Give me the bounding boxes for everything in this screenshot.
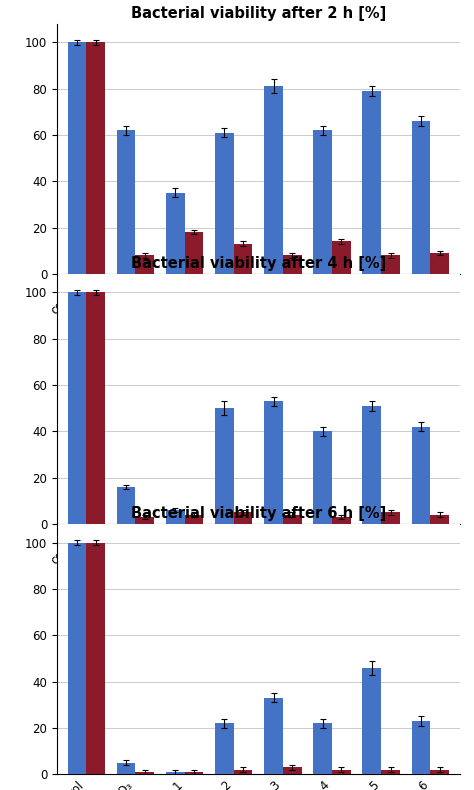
Bar xyxy=(381,255,400,274)
Bar xyxy=(86,42,105,274)
Bar xyxy=(234,513,253,524)
Bar xyxy=(215,408,234,524)
Bar xyxy=(136,772,154,774)
Bar xyxy=(411,721,430,774)
Bar xyxy=(215,723,234,774)
Bar xyxy=(166,772,185,774)
Legend: $\it{E.}$ $\it{coli}$: $\it{E.}$ $\it{coli}$ xyxy=(224,399,293,423)
Bar xyxy=(283,767,301,774)
Title: Bacterial viability after 2 h [%]: Bacterial viability after 2 h [%] xyxy=(131,6,386,21)
Bar xyxy=(430,769,449,774)
Bar xyxy=(234,244,253,274)
Bar xyxy=(283,515,301,524)
Bar xyxy=(166,193,185,274)
Bar xyxy=(264,401,283,524)
Bar xyxy=(117,487,136,524)
Bar xyxy=(264,86,283,274)
Bar xyxy=(136,517,154,524)
Bar xyxy=(313,723,332,774)
Title: Bacterial viability after 4 h [%]: Bacterial viability after 4 h [%] xyxy=(131,256,386,271)
Bar xyxy=(332,242,351,274)
Bar xyxy=(363,668,381,774)
Bar xyxy=(411,121,430,274)
Bar xyxy=(86,543,105,774)
Bar xyxy=(264,698,283,774)
Legend: $\it{E.}$ $\it{coli}$, $\it{S.}$ $\it{aureus}$: $\it{E.}$ $\it{coli}$, $\it{S.}$ $\it{au… xyxy=(179,649,338,673)
Bar xyxy=(215,133,234,274)
Bar xyxy=(332,517,351,524)
Bar xyxy=(430,515,449,524)
Bar xyxy=(136,255,154,274)
Bar xyxy=(166,510,185,524)
Title: Bacterial viability after 6 h [%]: Bacterial viability after 6 h [%] xyxy=(131,506,386,521)
Bar xyxy=(117,762,136,774)
Bar xyxy=(381,513,400,524)
Bar xyxy=(68,42,86,274)
Bar xyxy=(185,515,203,524)
Bar xyxy=(313,431,332,524)
Bar xyxy=(332,769,351,774)
Bar xyxy=(185,232,203,274)
Bar xyxy=(283,255,301,274)
Bar xyxy=(86,292,105,524)
Bar xyxy=(363,91,381,274)
Bar xyxy=(68,292,86,524)
Bar xyxy=(430,253,449,274)
Bar xyxy=(234,769,253,774)
Bar xyxy=(68,543,86,774)
Bar xyxy=(117,130,136,274)
Bar xyxy=(363,406,381,524)
Bar xyxy=(381,769,400,774)
Bar xyxy=(411,427,430,524)
Bar xyxy=(313,130,332,274)
Bar xyxy=(185,772,203,774)
